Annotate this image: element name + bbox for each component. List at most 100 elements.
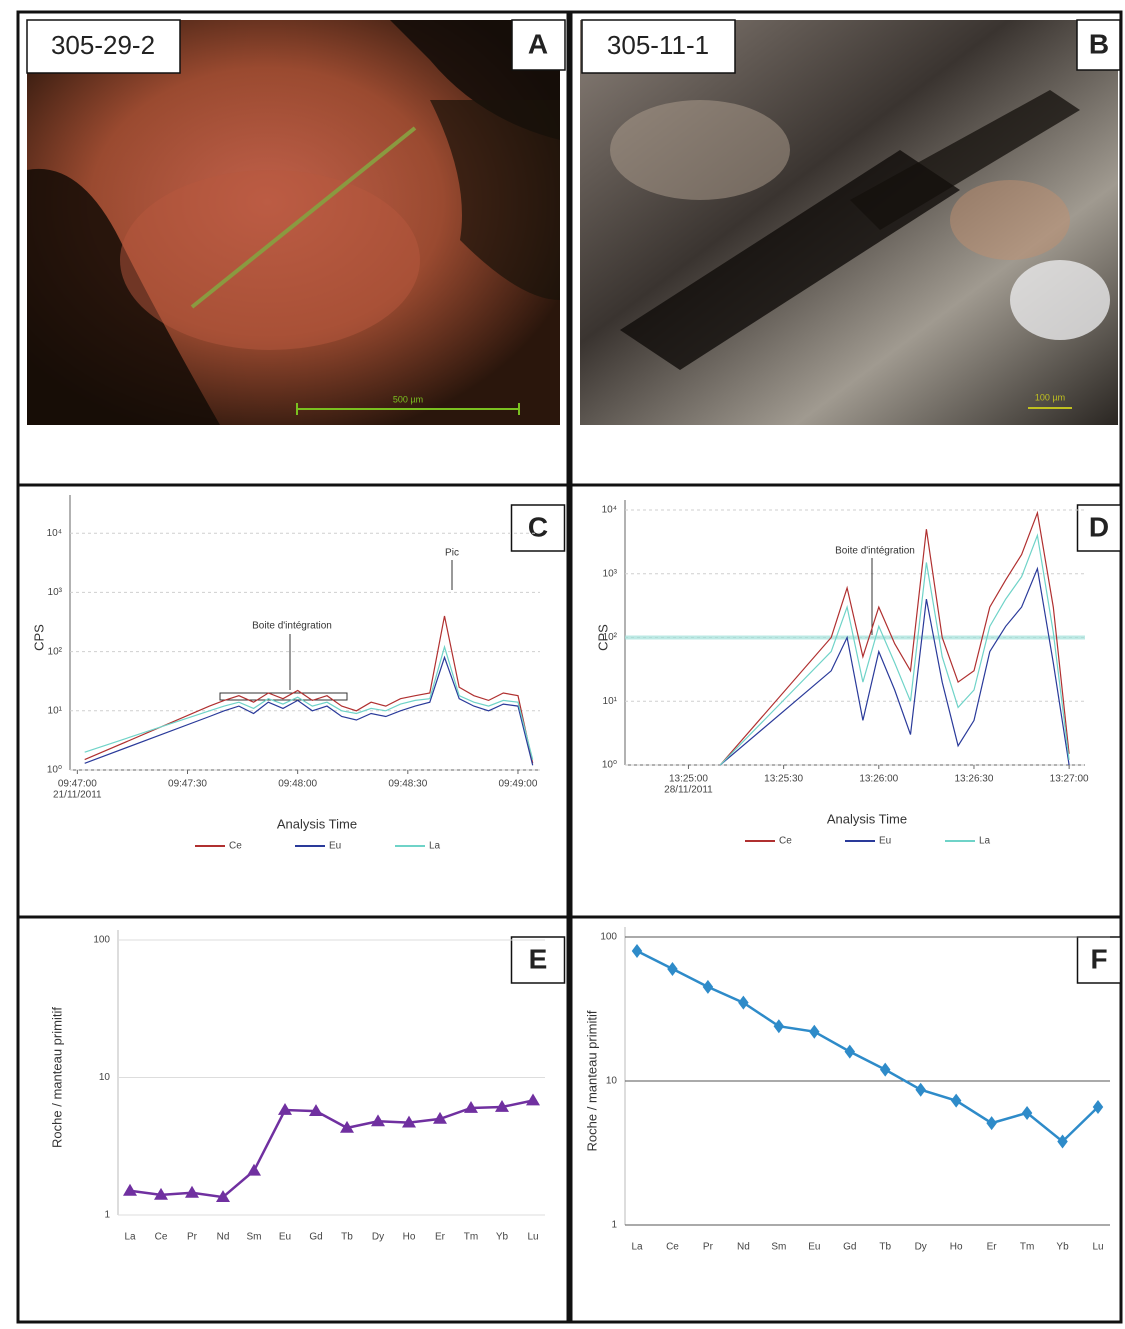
- panel-letter: C: [528, 511, 548, 542]
- y-tick-label: 10⁴: [602, 505, 617, 516]
- x-tick-label: 13:25:30: [764, 774, 803, 785]
- annotation: Boite d'intégration: [252, 621, 332, 632]
- y-tick-label: 10²: [48, 646, 63, 657]
- x-date: 28/11/2011: [664, 785, 713, 796]
- x-tick-label: Tb: [879, 1242, 891, 1253]
- marker: [631, 943, 643, 958]
- y-tick-label: 10: [99, 1072, 111, 1083]
- light-crystal: [1010, 260, 1110, 340]
- letter-box: [510, 936, 566, 984]
- x-tick-label: La: [631, 1242, 643, 1253]
- dark-area: [27, 168, 220, 425]
- x-tick-label: Lu: [1092, 1242, 1103, 1253]
- x-tick-label: 13:27:00: [1050, 774, 1089, 785]
- marker: [123, 1183, 137, 1196]
- letter-box: [1076, 504, 1122, 552]
- marker: [216, 1190, 230, 1202]
- scale-label: 100 µm: [1035, 392, 1065, 402]
- marker: [738, 995, 749, 1010]
- letter-box: [1076, 936, 1122, 984]
- marker: [844, 1044, 856, 1059]
- y-tick-label: 1: [611, 1220, 617, 1231]
- x-tick-label: 09:48:30: [388, 779, 427, 790]
- x-tick-label: 13:26:30: [954, 774, 993, 785]
- x-tick-label: Ce: [666, 1242, 679, 1253]
- marker: [371, 1114, 385, 1127]
- series-line: [84, 655, 534, 766]
- x-tick-label: Gd: [843, 1242, 856, 1253]
- y-axis-label: Roche / manteau primitif: [49, 1007, 64, 1148]
- legend-label: La: [979, 836, 991, 847]
- x-tick-label: Lu: [527, 1232, 538, 1243]
- left-column: [16, 10, 570, 1324]
- x-tick-label: Yb: [1056, 1242, 1069, 1253]
- legend-label: Ce: [779, 836, 792, 847]
- marker: [433, 1111, 447, 1124]
- integration-box: [219, 692, 348, 701]
- series-line: [719, 510, 1070, 766]
- panel-letter: A: [528, 28, 548, 59]
- integration-band: [625, 635, 1085, 640]
- x-tick-label: 09:48:00: [278, 779, 317, 790]
- marker: [154, 1187, 168, 1200]
- y-tick-label: 10³: [48, 587, 63, 598]
- y-tick-label: 1: [104, 1210, 110, 1221]
- marker: [809, 1024, 820, 1039]
- y-axis-label: CPS: [595, 624, 610, 651]
- marker: [185, 1185, 199, 1198]
- series-line: [719, 533, 1070, 766]
- dark-area: [430, 100, 560, 300]
- laser-track: [190, 126, 417, 309]
- x-tick-label: Yb: [496, 1232, 509, 1243]
- marker: [402, 1115, 416, 1128]
- x-tick-label: 13:25:00: [669, 774, 708, 785]
- x-tick-label: Tb: [341, 1232, 353, 1243]
- y-tick-label: 10⁴: [47, 528, 62, 539]
- x-tick-label: Tm: [1020, 1242, 1034, 1253]
- x-tick-label: Dy: [915, 1242, 927, 1253]
- dark-area: [27, 20, 560, 140]
- sample-label: 305-29-2: [51, 30, 155, 60]
- y-tick-label: 10¹: [48, 705, 63, 716]
- series-line: [84, 615, 534, 764]
- x-tick-label: Sm: [247, 1232, 262, 1243]
- marker: [464, 1101, 478, 1113]
- sample-box: [26, 19, 181, 74]
- x-tick-label: Pr: [187, 1232, 198, 1243]
- x-axis-label: Analysis Time: [827, 811, 907, 826]
- x-axis-label: Analysis Time: [277, 816, 357, 831]
- scale-label: 500 µm: [393, 394, 423, 404]
- x-tick-label: Gd: [309, 1232, 322, 1243]
- x-tick-label: La: [124, 1232, 136, 1243]
- marker: [1057, 1134, 1068, 1149]
- panel-letter: B: [1089, 28, 1109, 59]
- marker: [495, 1100, 509, 1112]
- x-tick-label: Sm: [771, 1242, 786, 1253]
- panel-letter: E: [529, 943, 548, 974]
- marker: [247, 1163, 261, 1176]
- annotation: Boite d'intégration: [835, 546, 915, 557]
- series-line: [84, 644, 534, 760]
- legend-label: Ce: [229, 841, 242, 852]
- marker: [526, 1093, 540, 1106]
- marker: [773, 1019, 785, 1034]
- marker: [879, 1062, 891, 1077]
- legend-label: Eu: [879, 836, 891, 847]
- x-tick-label: Ho: [950, 1242, 963, 1253]
- marker: [340, 1120, 354, 1133]
- x-tick-label: 09:49:00: [499, 779, 538, 790]
- x-tick-label: Dy: [372, 1232, 384, 1243]
- photo-a: 500 µm 305-29-2 A: [26, 19, 566, 425]
- legend-label: La: [429, 841, 441, 852]
- letter-box: [1076, 19, 1121, 71]
- y-tick-label: 10⁰: [602, 760, 617, 771]
- x-tick-label: Pr: [703, 1242, 714, 1253]
- light-crystal: [950, 180, 1070, 260]
- panel-letter: F: [1090, 943, 1107, 974]
- x-tick-label: Eu: [808, 1242, 820, 1253]
- marker: [278, 1103, 292, 1115]
- marker: [1092, 1099, 1104, 1114]
- y-tick-label: 100: [600, 932, 617, 943]
- light-crystal: [610, 100, 790, 200]
